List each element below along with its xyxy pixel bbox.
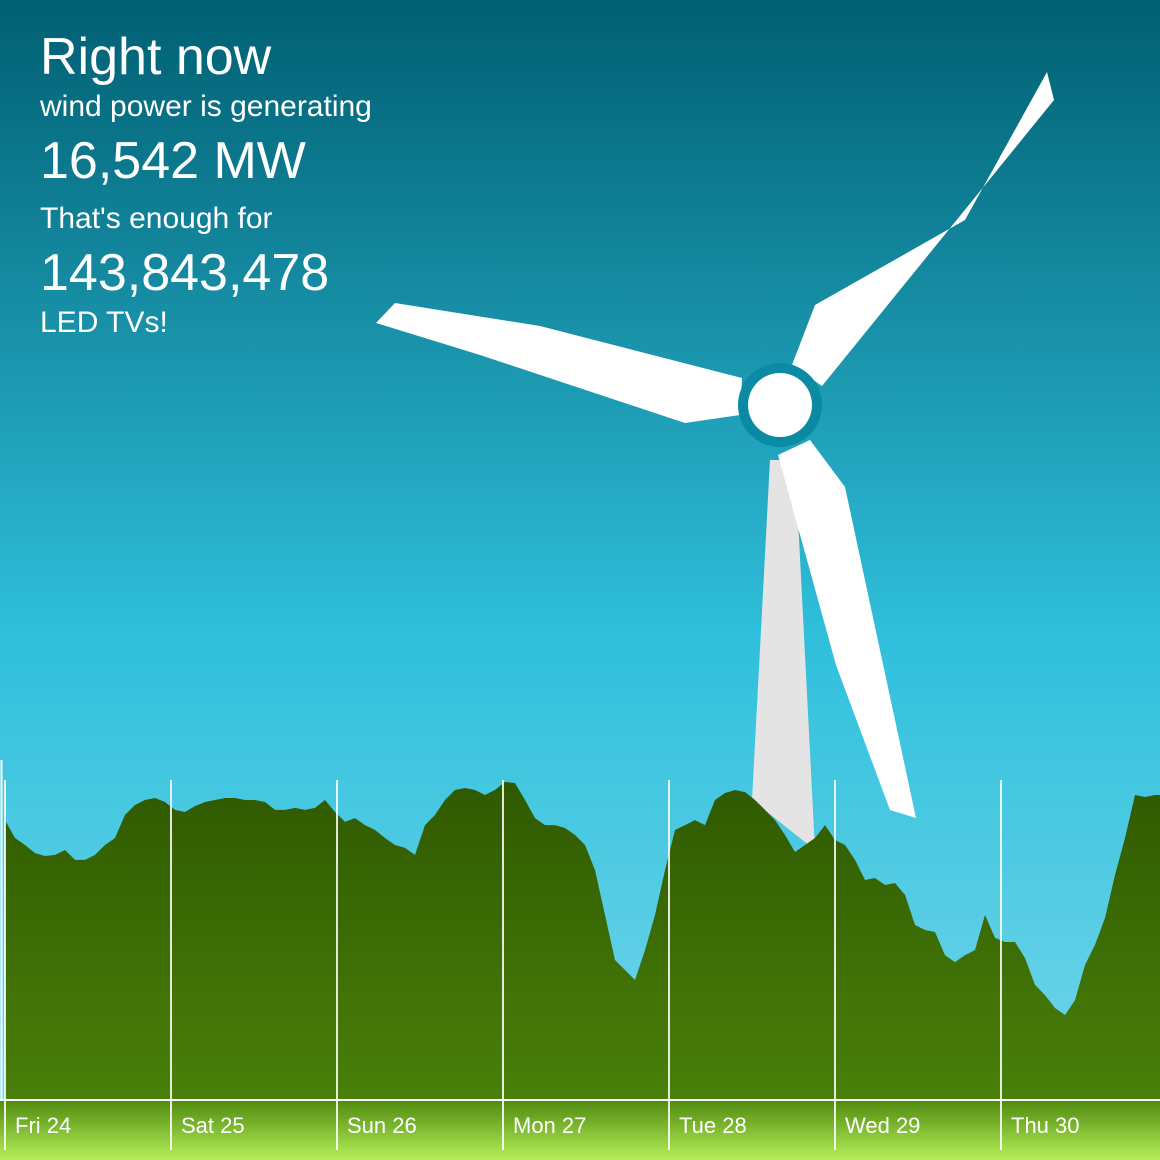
- title: Right now: [40, 28, 272, 86]
- day-axis: Fri 24 Sat 25 Sun 26 Mon 27 Tue 28 Wed 29 Thu …: [4, 780, 1080, 1150]
- count: 143,843,478: [40, 244, 329, 302]
- blade: [376, 303, 742, 423]
- blade: [792, 72, 1054, 386]
- blade: [778, 440, 916, 818]
- day-label: Sun 26: [347, 1113, 417, 1138]
- text: That's enough for: [40, 202, 273, 235]
- plot: [0, 760, 1160, 1100]
- power: 16,542 MW: [40, 132, 306, 190]
- text: wind power is generating: [39, 90, 372, 123]
- day-label: Mon 27: [513, 1113, 586, 1138]
- day-label: Tue 28: [679, 1113, 747, 1138]
- day-label: Sat 25: [181, 1113, 245, 1138]
- day-label: Fri 24: [15, 1113, 71, 1138]
- hub: [748, 373, 812, 437]
- tower: [752, 460, 815, 850]
- ground: [0, 1100, 1160, 1160]
- day-label: Thu 30: [1011, 1113, 1080, 1138]
- turbine: [376, 72, 1054, 818]
- day-label: Wed 29: [845, 1113, 920, 1138]
- area: [0, 781, 1160, 1100]
- text: LED TVs!: [40, 306, 168, 339]
